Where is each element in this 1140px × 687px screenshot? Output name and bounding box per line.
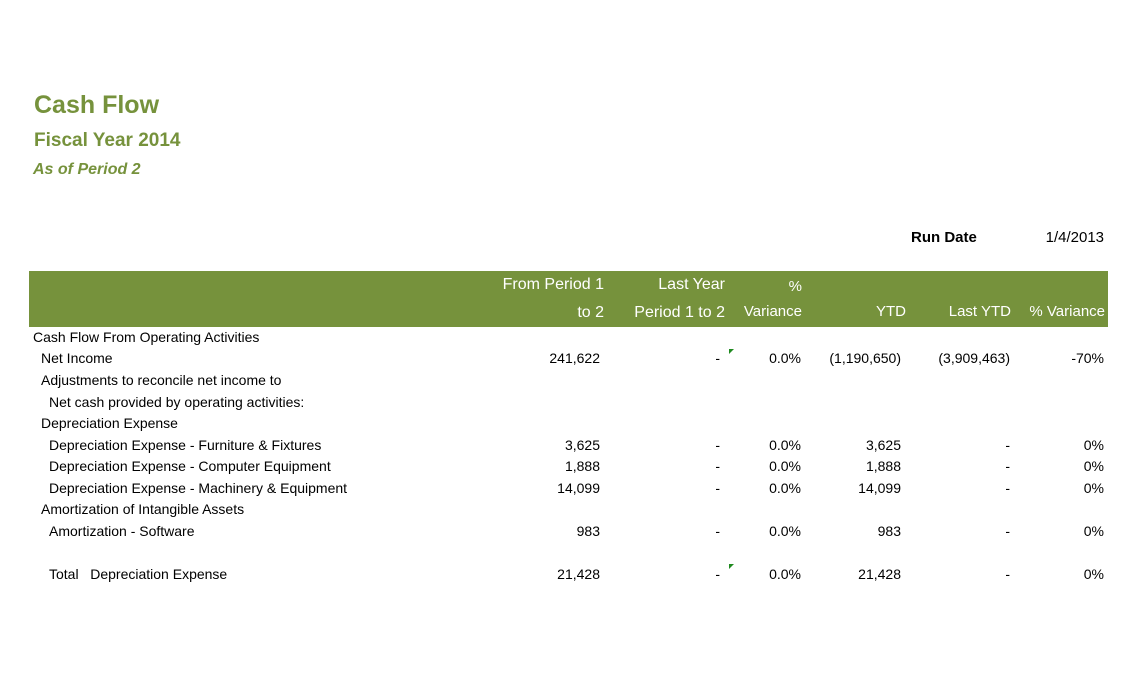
- header-last-ytd: Last YTD: [948, 303, 1011, 320]
- table-row-total: Total Depreciation Expense 21,428 - 0.0%…: [0, 564, 1140, 585]
- header-last-year-line2: Period 1 to 2: [634, 304, 725, 321]
- cell-last-year: -: [715, 523, 720, 539]
- row-label: Depreciation Expense - Furniture & Fixtu…: [49, 437, 322, 453]
- cell-ytd: 21,428: [858, 566, 901, 582]
- cell-ytd: 14,099: [858, 480, 901, 496]
- error-indicator-icon: [729, 349, 734, 354]
- row-label: Amortization of Intangible Assets: [41, 501, 245, 517]
- table-row: Depreciation Expense - Computer Equipmen…: [0, 456, 1140, 477]
- cell-variance: 0.0%: [769, 437, 801, 453]
- cell-ytd-variance: 0%: [1083, 480, 1104, 496]
- header-last-year-line1: Last Year: [658, 276, 725, 293]
- cell-last-ytd: -: [1005, 523, 1010, 539]
- cell-variance: 0.0%: [769, 523, 801, 539]
- cell-last-ytd: -: [1005, 437, 1010, 453]
- cell-ytd: 1,888: [865, 458, 901, 474]
- cell-from-period: 241,622: [549, 350, 600, 366]
- header-from-period-line2: to 2: [577, 304, 604, 321]
- cell-from-period: 21,428: [557, 566, 600, 582]
- report-subtitle: Fiscal Year 2014: [34, 130, 181, 151]
- table-row: Depreciation Expense - Machinery & Equip…: [0, 478, 1140, 499]
- cell-ytd: 3,625: [865, 437, 901, 453]
- row-label: Net cash provided by operating activitie…: [49, 394, 305, 410]
- cell-ytd-variance: 0%: [1083, 523, 1104, 539]
- table-row: Depreciation Expense: [0, 413, 1140, 434]
- run-date-label: Run Date: [911, 229, 977, 246]
- error-indicator-icon: [729, 564, 734, 569]
- cell-ytd-variance: 0%: [1083, 566, 1104, 582]
- cell-last-ytd: -: [1005, 480, 1010, 496]
- cell-last-year: -: [715, 458, 720, 474]
- report-period: As of Period 2: [33, 161, 141, 178]
- header-ytd-variance: % Variance: [1029, 303, 1105, 320]
- cell-variance: 0.0%: [769, 566, 801, 582]
- header-ytd: YTD: [876, 303, 906, 320]
- cell-last-year: -: [715, 437, 720, 453]
- row-label: Depreciation Expense: [41, 415, 178, 431]
- table-row: Cash Flow From Operating Activities: [0, 327, 1140, 348]
- cell-last-year: -: [715, 480, 720, 496]
- cell-last-year: -: [715, 566, 720, 582]
- header-variance-line2: Variance: [743, 303, 802, 320]
- cell-ytd: (1,190,650): [829, 350, 901, 366]
- row-label: Depreciation Expense - Machinery & Equip…: [49, 480, 348, 496]
- row-label: Adjustments to reconcile net income to: [41, 372, 282, 388]
- header-variance-line1: %: [788, 278, 802, 295]
- table-row: Adjustments to reconcile net income to: [0, 370, 1140, 391]
- cell-last-ytd: -: [1005, 458, 1010, 474]
- cell-from-period: 3,625: [564, 437, 600, 453]
- table-row: Net Income 241,622 - 0.0% (1,190,650) (3…: [0, 348, 1140, 369]
- report-title: Cash Flow: [34, 91, 160, 119]
- cell-last-ytd: (3,909,463): [938, 350, 1010, 366]
- row-label: Depreciation Expense - Computer Equipmen…: [49, 458, 331, 474]
- table-row: Amortization of Intangible Assets: [0, 499, 1140, 520]
- cell-from-period: 1,888: [564, 458, 600, 474]
- cell-variance: 0.0%: [769, 480, 801, 496]
- cell-ytd-variance: 0%: [1083, 437, 1104, 453]
- row-label: Amortization - Software: [49, 523, 195, 539]
- table-row: Depreciation Expense - Furniture & Fixtu…: [0, 435, 1140, 456]
- cell-variance: 0.0%: [769, 458, 801, 474]
- cell-from-period: 14,099: [557, 480, 600, 496]
- cell-ytd-variance: 0%: [1083, 458, 1104, 474]
- table-row: Amortization - Software 983 - 0.0% 983 -…: [0, 521, 1140, 542]
- header-from-period-line1: From Period 1: [502, 276, 604, 293]
- table-row: Net cash provided by operating activitie…: [0, 392, 1140, 413]
- cell-ytd: 983: [877, 523, 901, 539]
- row-label: Total Depreciation Expense: [49, 566, 228, 582]
- table-header: From Period 1 to 2 Last Year Period 1 to…: [29, 271, 1108, 327]
- cell-variance: 0.0%: [769, 350, 801, 366]
- cell-last-ytd: -: [1005, 566, 1010, 582]
- row-label: Cash Flow From Operating Activities: [33, 329, 260, 345]
- cell-ytd-variance: -70%: [1071, 350, 1104, 366]
- run-date-value: 1/4/2013: [1045, 229, 1104, 246]
- cell-last-year: -: [715, 350, 720, 366]
- cell-from-period: 983: [576, 523, 600, 539]
- row-label: Net Income: [41, 350, 113, 366]
